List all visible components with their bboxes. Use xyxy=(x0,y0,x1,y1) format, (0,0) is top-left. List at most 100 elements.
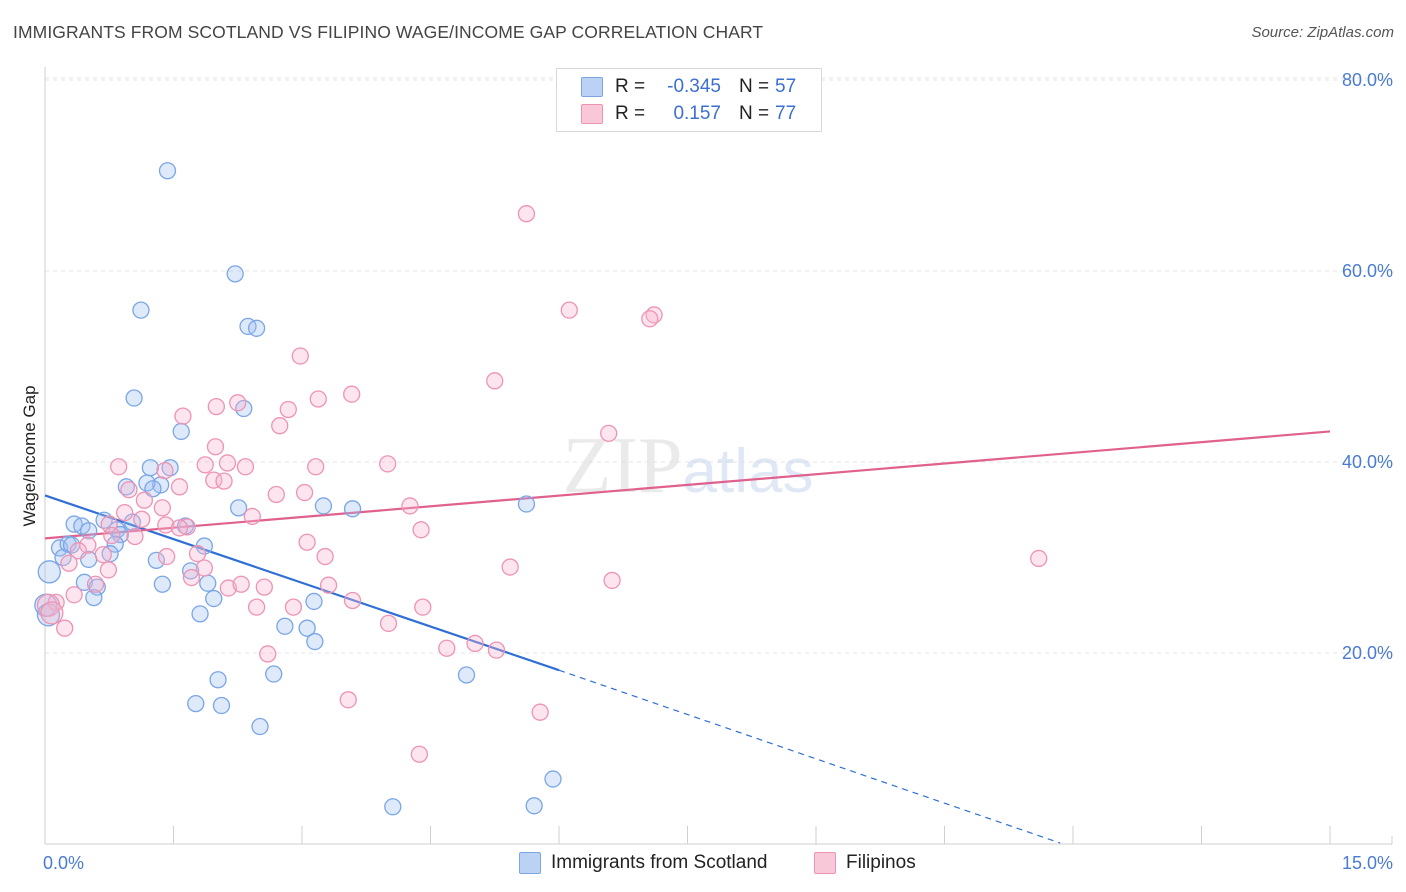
series-legend-scotland: Immigrants from Scotland xyxy=(519,852,767,874)
data-point xyxy=(40,601,64,625)
trend-line-extension xyxy=(558,669,1061,844)
data-point xyxy=(195,559,213,577)
series-name-scotland: Immigrants from Scotland xyxy=(551,852,768,873)
data-point xyxy=(265,665,283,683)
data-point xyxy=(79,536,97,554)
data-point xyxy=(182,568,201,587)
data-point xyxy=(174,407,192,425)
data-point xyxy=(236,458,255,476)
y-axis-label: Wage/Income Gap xyxy=(20,385,39,526)
data-point xyxy=(172,422,190,441)
data-point xyxy=(158,162,177,180)
series-filipinos xyxy=(36,205,1048,763)
correlation-legend: R = -0.345 N = 57 R = 0.157 N = 77 xyxy=(556,68,822,132)
data-point xyxy=(306,632,324,651)
data-point xyxy=(110,458,128,476)
data-point xyxy=(88,578,106,596)
data-point xyxy=(298,619,316,637)
data-point xyxy=(191,605,209,623)
data-point xyxy=(295,483,314,502)
y-tick-label: 20.0% xyxy=(1342,643,1393,663)
data-point xyxy=(309,390,327,408)
data-point xyxy=(339,691,357,709)
data-point xyxy=(132,301,150,319)
data-point xyxy=(401,497,419,515)
data-point xyxy=(410,745,429,763)
data-point xyxy=(156,461,174,480)
series-name-filipinos: Filipinos xyxy=(846,852,916,873)
chart-title: IMMIGRANTS FROM SCOTLAND VS FILIPINO WAG… xyxy=(13,22,764,42)
data-point xyxy=(343,385,361,403)
data-point xyxy=(486,372,504,390)
data-point xyxy=(276,617,294,635)
data-point xyxy=(291,347,309,365)
data-point xyxy=(65,586,83,604)
x-tick-label: 15.0% xyxy=(1342,853,1393,873)
data-point xyxy=(305,592,323,611)
legend-n-value: 77 xyxy=(775,103,797,124)
data-point xyxy=(560,301,578,319)
watermark: ZIPatlas xyxy=(563,422,814,510)
legend-swatch-filipinos xyxy=(581,104,603,124)
data-point xyxy=(316,547,334,566)
data-point xyxy=(212,696,231,715)
data-point xyxy=(215,472,233,490)
data-point xyxy=(218,454,237,472)
data-point xyxy=(207,397,225,416)
data-point xyxy=(94,545,112,564)
data-point xyxy=(457,666,476,684)
data-point xyxy=(133,510,151,528)
data-point xyxy=(517,205,536,223)
data-point xyxy=(466,634,484,653)
data-point xyxy=(206,438,225,456)
data-point xyxy=(85,588,103,607)
data-point xyxy=(271,417,289,435)
data-point xyxy=(414,598,432,616)
data-point xyxy=(319,576,338,594)
series-swatch-scotland xyxy=(519,852,541,874)
data-point xyxy=(267,485,285,504)
data-point xyxy=(531,703,549,721)
data-point xyxy=(251,717,269,736)
data-point xyxy=(259,645,277,663)
legend-swatch-scotland xyxy=(581,77,603,97)
y-tick-label: 40.0% xyxy=(1342,452,1393,472)
data-point xyxy=(517,495,536,513)
data-point xyxy=(525,797,543,815)
legend-r-value: 0.157 xyxy=(673,103,721,124)
data-point xyxy=(232,575,250,593)
legend-r-label: R = xyxy=(615,103,646,124)
axes xyxy=(44,67,1393,845)
trend-line xyxy=(44,494,560,672)
data-point xyxy=(86,575,105,593)
data-point xyxy=(603,571,621,590)
data-point xyxy=(199,574,217,592)
data-point xyxy=(412,521,430,539)
data-point xyxy=(141,459,160,477)
legend-r-value: -0.345 xyxy=(667,76,721,97)
data-point xyxy=(226,265,244,283)
data-point xyxy=(103,526,121,545)
data-point xyxy=(37,560,61,584)
data-point xyxy=(501,558,519,576)
data-point xyxy=(284,598,303,616)
data-point xyxy=(1030,549,1048,568)
data-point xyxy=(255,578,273,596)
data-point xyxy=(80,522,98,540)
data-point xyxy=(144,480,162,498)
data-point xyxy=(196,456,214,474)
watermark-zip: ZIP xyxy=(563,422,683,510)
data-point xyxy=(56,619,74,637)
legend-r-label: R = xyxy=(615,76,646,97)
data-point xyxy=(147,551,166,570)
data-point xyxy=(243,507,261,526)
data-point xyxy=(209,671,227,689)
data-point xyxy=(157,547,176,566)
data-point xyxy=(187,694,205,713)
data-point xyxy=(205,589,223,608)
legend-row-filipinos: R = 0.157 N = 77 xyxy=(581,102,796,126)
data-points xyxy=(34,162,1048,816)
data-point xyxy=(247,319,266,337)
data-point xyxy=(188,545,207,563)
data-point xyxy=(135,491,154,509)
